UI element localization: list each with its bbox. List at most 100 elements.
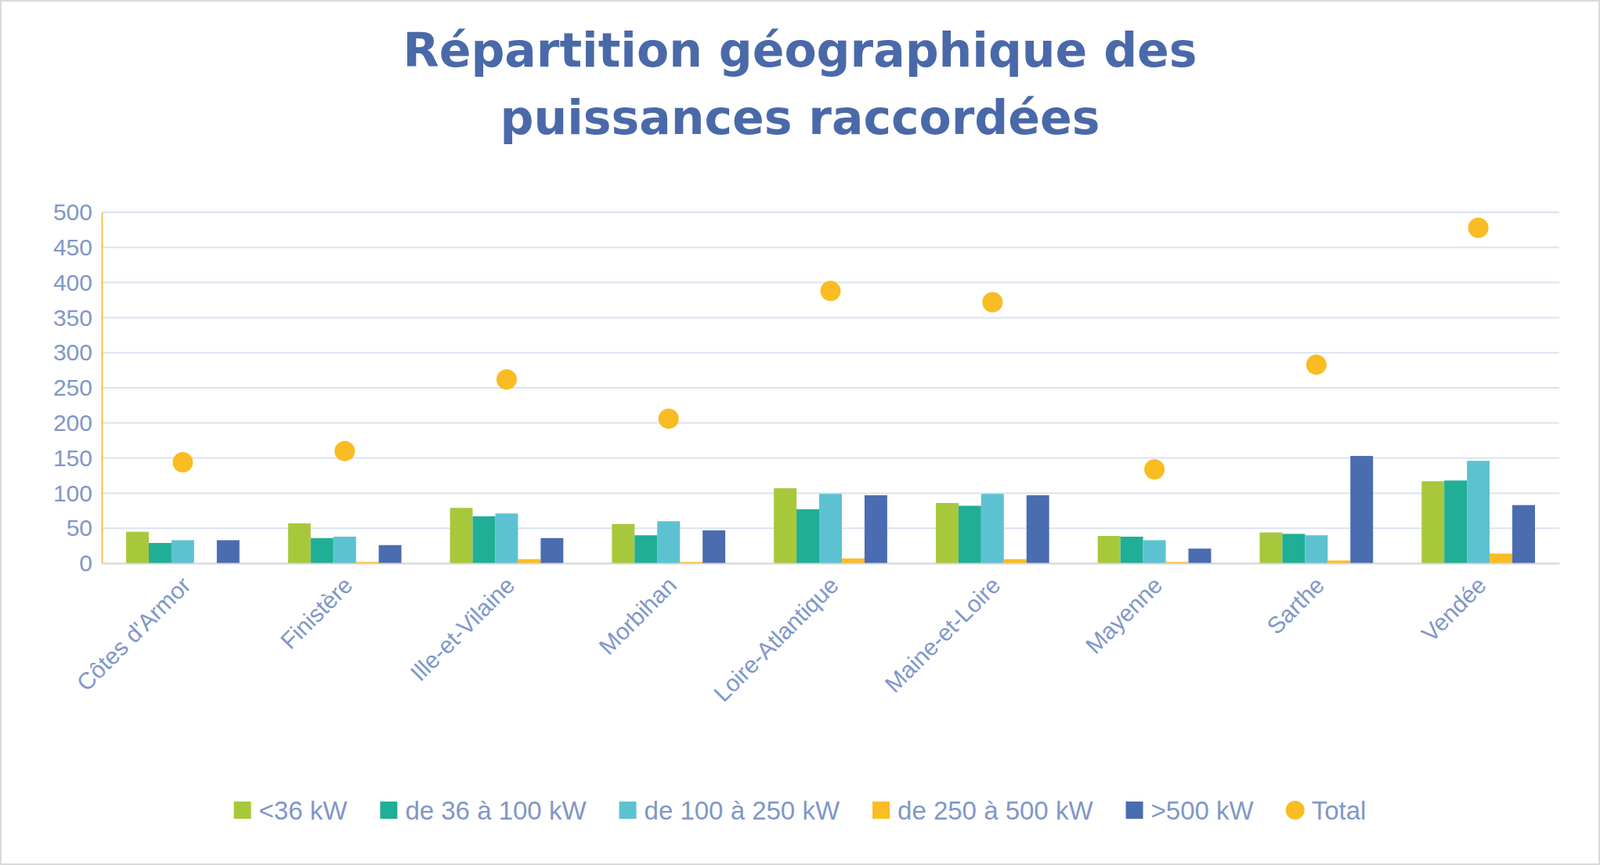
y-tick-label: 100 [53,480,93,506]
legend-swatch [619,801,637,819]
legend-label: Total [1311,795,1367,825]
grid-line [101,316,1560,318]
point [1306,353,1327,375]
bar [126,531,149,564]
y-tick: 150 [53,444,102,471]
point [334,440,355,462]
legend-swatch [379,801,398,819]
grid-line [101,246,1560,249]
bar [540,538,564,564]
x-tick-label: Mayenne [1080,571,1168,659]
bar [333,536,357,564]
bar [1026,494,1050,564]
legend: <36 kW de 36 à 100 kW de 100 à 250 kW de 25… [234,795,1367,825]
bar [611,523,635,564]
bar [1004,559,1027,564]
bar [1350,455,1373,564]
title-line: Répartition géographique des [403,22,1198,78]
x-tick: Loire-Atlantique [708,563,844,707]
y-tick: 250 [53,374,102,401]
y-tick: 0 [79,549,102,576]
legend-swatch [234,801,252,819]
legend-item: de 250 à 500 kW [872,795,1094,825]
series [172,217,1489,480]
grid [101,212,1560,564]
bar [1512,505,1535,564]
bar [1188,548,1211,564]
legend-item: >500 kW [1126,795,1255,825]
title: Répartition géographique des puissances r… [403,22,1198,145]
x-tick: Mayenne [1080,563,1168,659]
legend-item: Total [1285,795,1367,825]
point [496,368,517,390]
bar [288,523,311,564]
y-tick-label: 300 [53,339,93,365]
bar [1120,536,1144,564]
y-tick: 400 [53,269,102,296]
bar [1259,532,1283,564]
x-tick: Sarthe [1261,563,1330,640]
legend-item: <36 kW [234,795,349,825]
bar [819,493,842,564]
bar [1327,559,1351,564]
point [820,280,842,301]
grid-line [101,351,1560,354]
series [171,460,1490,564]
grid-line [101,386,1560,389]
y-tick-label: 350 [53,304,93,331]
legend-swatch [1126,801,1144,819]
title-line: puissances raccordées [500,90,1101,145]
y-tick: 50 [66,514,102,541]
x-tick-label: Finistère [275,571,358,654]
y-tick: 300 [53,339,102,365]
y-tick: 200 [53,409,102,436]
x-axis-line [102,563,1561,565]
x-tick-label: Vendée [1416,571,1492,647]
y-axis-line [101,213,104,564]
bar [935,502,959,564]
bar [450,507,474,564]
bar [796,509,820,564]
bar [1421,480,1445,564]
y-tick-label: 400 [53,269,93,296]
x-tick: Côtes d'Armor [71,563,196,696]
y-tick-label: 200 [53,409,93,436]
legend-swatch [1285,800,1305,820]
x-tick-label: Morbihan [593,571,682,660]
bar [171,539,195,564]
series [216,455,1535,564]
x-tick: Morbihan [593,563,682,660]
grid-line [101,457,1560,459]
y-tick: 450 [53,234,102,261]
legend-item: de 36 à 100 kW [379,795,587,825]
y-tick-label: 250 [53,374,93,401]
point [982,292,1003,313]
plot: 0 50 100 150 200 250 300 350 400 450 500 Côtes d'Ar… [53,198,1561,707]
y-tick-label: 0 [79,549,93,576]
legend-label: de 100 à 250 kW [644,795,841,825]
point [1144,458,1165,480]
bar [379,545,402,564]
y-axis: 0 50 100 150 200 250 300 350 400 450 500 [53,198,103,576]
series [356,552,1513,564]
bar [494,512,518,564]
bar [1282,533,1305,564]
grid-line [101,211,1560,214]
y-tick-label: 150 [53,444,93,471]
x-tick-label: Loire-Atlantique [708,571,844,707]
legend-label: <36 kW [259,795,349,825]
legend-label: de 36 à 100 kW [404,795,587,825]
legend-label: >500 kW [1151,795,1255,825]
y-tick-label: 50 [66,514,93,541]
x-tick-label: Ille-et-Vilaine [405,571,521,687]
legend-item: de 100 à 250 kW [619,795,841,825]
chart: Répartition géographique des puissances r… [0,0,1600,865]
bar [473,516,496,564]
legend-swatch [872,801,890,819]
bar [657,520,680,564]
x-tick: Vendée [1416,563,1492,647]
y-tick: 500 [53,198,102,225]
series [126,480,1445,564]
bar [1097,535,1121,564]
bar [216,539,240,564]
